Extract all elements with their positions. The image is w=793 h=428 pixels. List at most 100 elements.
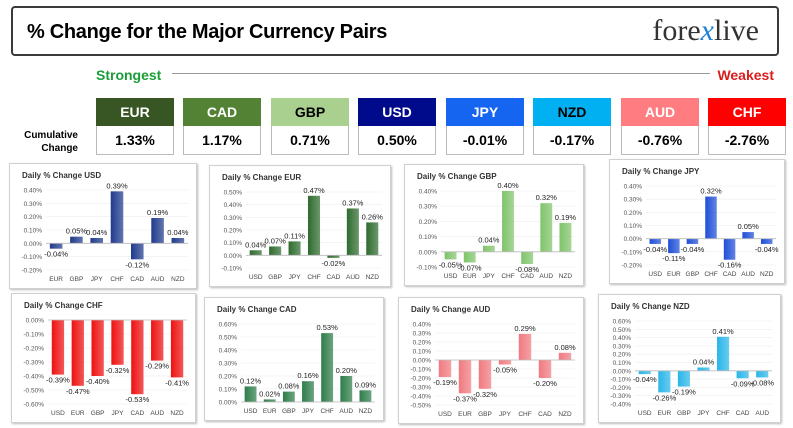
- x-tick-label: CHF: [320, 408, 333, 415]
- y-tick-label: 0.60%: [613, 319, 632, 326]
- y-tick-label: 0.30%: [24, 201, 43, 208]
- bar: [742, 232, 754, 239]
- chart-panel: Daily % Change GBP 0.40% 0.30% 0.20% 0.10% 0.…: [404, 164, 584, 286]
- strongest-label: Strongest: [96, 67, 162, 83]
- data-label: 0.12%: [240, 376, 262, 385]
- x-tick-label: NZD: [170, 410, 184, 417]
- x-tick-label: NZD: [559, 273, 573, 280]
- x-tick-label: USD: [638, 410, 652, 417]
- logo-x-text: x: [700, 14, 714, 47]
- y-tick-label: -0.10%: [23, 332, 44, 339]
- data-label: 0.11%: [284, 231, 305, 240]
- bar: [697, 367, 710, 371]
- bar: [111, 320, 124, 365]
- bar: [559, 222, 572, 252]
- data-label: 0.40%: [497, 181, 519, 190]
- x-tick-label: JPY: [289, 274, 302, 281]
- x-tick-label: CHF: [704, 271, 717, 278]
- y-tick-label: -0.20%: [23, 346, 44, 353]
- chart-panel: Daily % Change CHF 0.00% -0.10% -0.20% -0.30…: [11, 293, 196, 423]
- x-tick-label: JPY: [91, 276, 104, 283]
- data-label: 0.05%: [738, 222, 760, 231]
- y-tick-label: 0.00%: [413, 358, 432, 365]
- x-tick-label: EUR: [49, 276, 63, 283]
- bar: [359, 390, 372, 402]
- x-tick-label: USD: [648, 271, 662, 278]
- currency-code: JPY: [446, 98, 524, 126]
- y-tick-label: -0.20%: [410, 376, 431, 383]
- y-tick-label: 0.10%: [413, 349, 432, 356]
- y-tick-label: -0.10%: [221, 266, 242, 273]
- y-tick-label: 0.30%: [419, 204, 438, 211]
- x-tick-label: CHF: [501, 273, 514, 280]
- data-label: -0.32%: [106, 366, 130, 375]
- y-tick-label: 0.10%: [24, 228, 43, 235]
- x-tick-label: CHF: [518, 411, 531, 418]
- y-tick-label: 0.40%: [613, 335, 632, 342]
- currency-code: CAD: [183, 98, 261, 126]
- x-tick-label: CAD: [130, 410, 144, 417]
- data-label: -0.11%: [662, 254, 686, 263]
- chart-title: Daily % Change CAD: [217, 305, 297, 314]
- y-tick-label: 0.10%: [624, 223, 643, 230]
- bar: [521, 251, 534, 264]
- x-tick-label: EUR: [463, 273, 477, 280]
- y-tick-label: 0.20%: [613, 352, 632, 359]
- data-label: 0.02%: [259, 389, 281, 398]
- currency-tile-gbp: GBP 0.71%: [271, 98, 349, 157]
- bar: [518, 333, 532, 360]
- x-tick-label: AUD: [151, 276, 165, 283]
- cumulative-value: -2.76%: [708, 126, 786, 155]
- x-tick-label: AUD: [741, 271, 755, 278]
- bar: [540, 203, 553, 252]
- y-tick-label: 0.10%: [419, 234, 438, 241]
- y-tick-label: 0.60%: [219, 322, 238, 329]
- data-label: 0.09%: [355, 380, 377, 389]
- bar: [71, 320, 84, 386]
- x-tick-label: GBP: [91, 410, 105, 417]
- data-label: -0.08%: [515, 265, 539, 274]
- currency-code: EUR: [96, 98, 174, 126]
- bar: [151, 218, 164, 244]
- header-box: % Change for the Major Currency Pairs fo…: [11, 6, 779, 56]
- chart-panel: Daily % Change EUR 0.50% 0.40% 0.30% 0.20% 0.…: [209, 165, 391, 287]
- y-tick-label: 0.20%: [24, 214, 43, 221]
- bar: [91, 320, 104, 376]
- bar: [110, 191, 124, 244]
- bar: [482, 245, 495, 252]
- currency-code: GBP: [271, 98, 349, 126]
- chart-title: Daily % Change NZD: [611, 302, 690, 311]
- bar: [170, 320, 184, 378]
- data-label: -0.04%: [44, 250, 68, 259]
- bar: [760, 238, 773, 244]
- y-tick-label: -0.60%: [23, 402, 44, 409]
- bar: [302, 381, 314, 402]
- data-label: 0.26%: [362, 212, 384, 221]
- chart-title: Daily % Change JPY: [622, 167, 700, 176]
- x-tick-label: CAD: [723, 271, 737, 278]
- x-tick-label: AUD: [339, 408, 353, 415]
- data-label: 0.08%: [554, 343, 576, 352]
- bar: [90, 238, 104, 244]
- cumulative-value: -0.01%: [446, 126, 524, 155]
- bar: [458, 360, 472, 394]
- bar: [282, 391, 295, 402]
- data-label: 0.32%: [536, 193, 558, 202]
- data-label: 0.47%: [303, 186, 325, 195]
- bar: [649, 238, 662, 244]
- y-tick-label: -0.50%: [410, 403, 431, 410]
- data-label: -0.53%: [125, 395, 149, 404]
- bar: [668, 238, 680, 254]
- y-tick-label: 0.40%: [413, 322, 432, 329]
- bar: [736, 370, 749, 379]
- y-tick-label: -0.10%: [416, 265, 437, 272]
- bar: [288, 241, 301, 256]
- cumulative-change-label: Cumulative Change: [24, 130, 78, 154]
- x-tick-label: USD: [249, 274, 263, 281]
- y-tick-label: -0.10%: [21, 254, 42, 261]
- chart-panel: Daily % Change JPY 0.40% 0.30% 0.20% 0.10% 0.…: [609, 159, 785, 284]
- chart-svg: Daily % Change NZD 0.60%0.50%0.40%0.30% 0.…: [610, 302, 774, 417]
- x-tick-label: NZD: [359, 408, 373, 415]
- y-tick-label: 0.10%: [224, 240, 243, 247]
- y-tick-label: 0.00%: [624, 236, 643, 243]
